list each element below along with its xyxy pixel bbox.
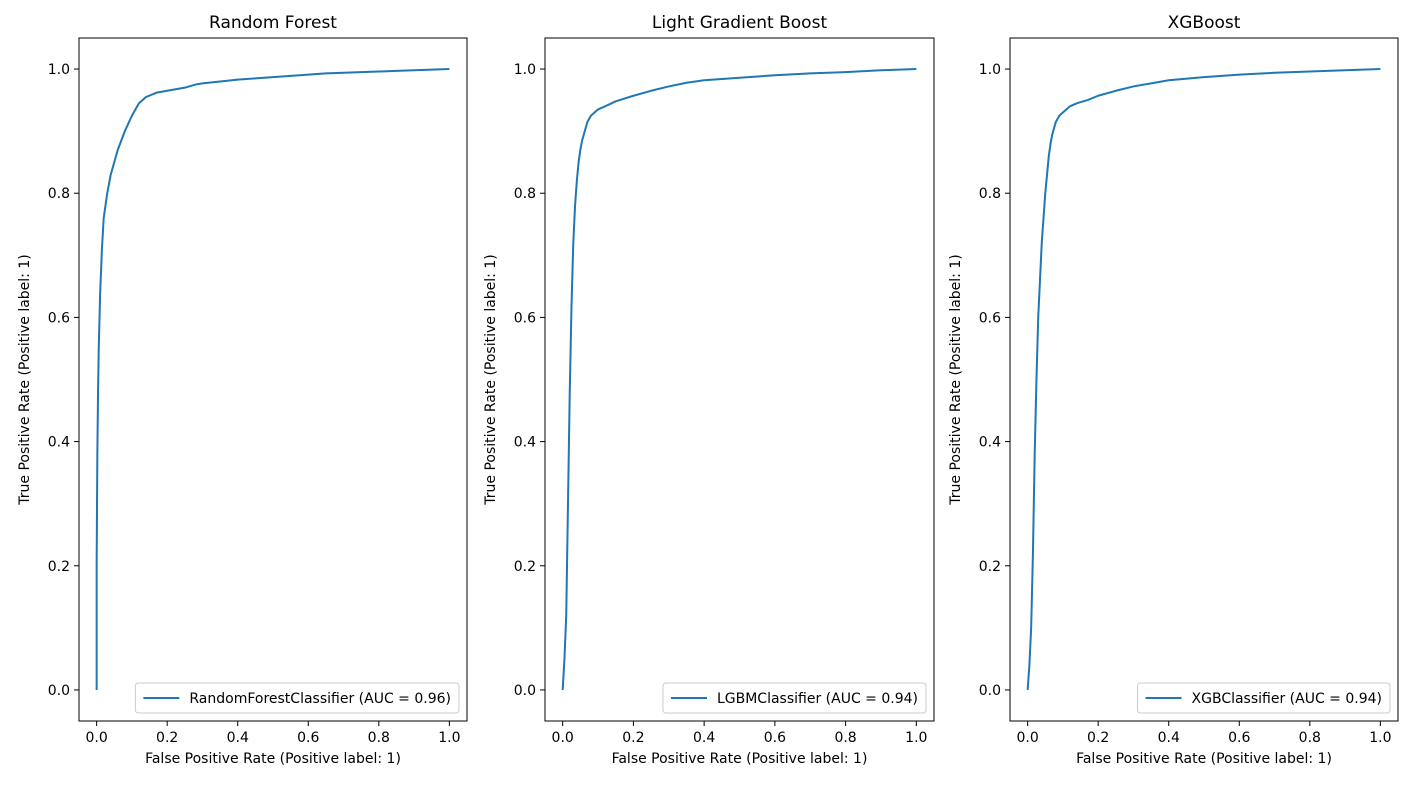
axes-frame (544, 37, 935, 722)
y-tick-label: 0.2 (514, 559, 536, 575)
x-tick-label: 0.8 (1299, 730, 1321, 746)
x-tick-label: 0.0 (552, 730, 574, 746)
chart-title: XGBoost (1168, 13, 1241, 33)
y-tick-label: 0.6 (979, 310, 1001, 326)
legend-label: XGBClassifier (AUC = 0.94) (1192, 691, 1382, 707)
x-tick-label: 0.2 (1087, 730, 1109, 746)
y-axis-label: True Positive Rate (Positive label: 1) (483, 254, 499, 505)
x-axis-label: False Positive Rate (Positive label: 1) (145, 751, 401, 767)
y-tick-label: 0.0 (48, 683, 70, 699)
x-tick-label: 0.0 (86, 730, 108, 746)
roc-curve-line (561, 68, 917, 691)
legend-label: LGBMClassifier (AUC = 0.94) (717, 691, 918, 707)
x-tick-label: 0.0 (1017, 730, 1039, 746)
axes-frame (78, 37, 468, 722)
x-axis-label: False Positive Rate (Positive label: 1) (612, 751, 868, 767)
axes-frame (1009, 37, 1399, 722)
x-tick-label: 0.6 (297, 730, 319, 746)
legend-box (1137, 682, 1391, 714)
y-tick-label: 1.0 (979, 62, 1001, 78)
legend: LGBMClassifier (AUC = 0.94) (662, 682, 927, 714)
legend-box (662, 682, 927, 714)
y-tick-label: 0.6 (48, 310, 70, 326)
legend: XGBClassifier (AUC = 0.94) (1137, 682, 1391, 714)
y-tick-label: 0.8 (514, 186, 536, 202)
chart-panel-2: Light Gradient Boost 0.0 0.2 0.4 0.6 0.8 1.0 0.… (483, 13, 935, 767)
chart-title: Random Forest (209, 13, 337, 33)
y-tick-label: 0.4 (979, 435, 1001, 451)
legend-label: RandomForestClassifier (AUC = 0.96) (189, 691, 451, 707)
y-tick-label: 0.0 (979, 683, 1001, 699)
roc-curve-line (95, 68, 450, 690)
y-tick-label: 0.4 (514, 435, 536, 451)
y-tick-label: 0.2 (979, 559, 1001, 575)
x-tick-label: 0.6 (1228, 730, 1250, 746)
y-axis-label: True Positive Rate (Positive label: 1) (948, 254, 964, 505)
x-tick-label: 0.8 (368, 730, 390, 746)
x-tick-label: 0.2 (622, 730, 644, 746)
y-tick-label: 1.0 (514, 62, 536, 78)
y-tick-label: 1.0 (48, 62, 70, 78)
y-tick-label: 0.2 (48, 559, 70, 575)
y-tick-label: 0.0 (514, 683, 536, 699)
x-tick-label: 1.0 (905, 730, 927, 746)
x-tick-label: 0.4 (693, 730, 715, 746)
x-tick-label: 0.4 (227, 730, 249, 746)
roc-curve-line (1026, 68, 1381, 691)
y-tick-label: 0.8 (979, 186, 1001, 202)
legend-box (134, 682, 460, 714)
x-tick-label: 0.6 (764, 730, 786, 746)
x-tick-label: 0.2 (156, 730, 178, 746)
y-axis-label: True Positive Rate (Positive label: 1) (17, 254, 33, 505)
y-tick-label: 0.8 (48, 186, 70, 202)
x-tick-label: 0.8 (834, 730, 856, 746)
legend: RandomForestClassifier (AUC = 0.96) (134, 682, 460, 714)
x-axis-label: False Positive Rate (Positive label: 1) (1076, 751, 1332, 767)
x-tick-label: 0.4 (1158, 730, 1180, 746)
y-tick-label: 0.4 (48, 435, 70, 451)
y-tick-label: 0.6 (514, 310, 536, 326)
x-tick-label: 1.0 (438, 730, 460, 746)
x-tick-label: 1.0 (1369, 730, 1391, 746)
chart-panel-3: XGBoost 0.0 0.2 0.4 0.6 0.8 1.0 0.0 0.2 0.4 0.6 0.8… (948, 13, 1399, 767)
chart-panel-1: Random Forest 0.0 0.2 0.4 0.6 0.8 1.0 0.0 0.2 0.4… (17, 13, 468, 767)
chart-title: Light Gradient Boost (652, 13, 828, 33)
